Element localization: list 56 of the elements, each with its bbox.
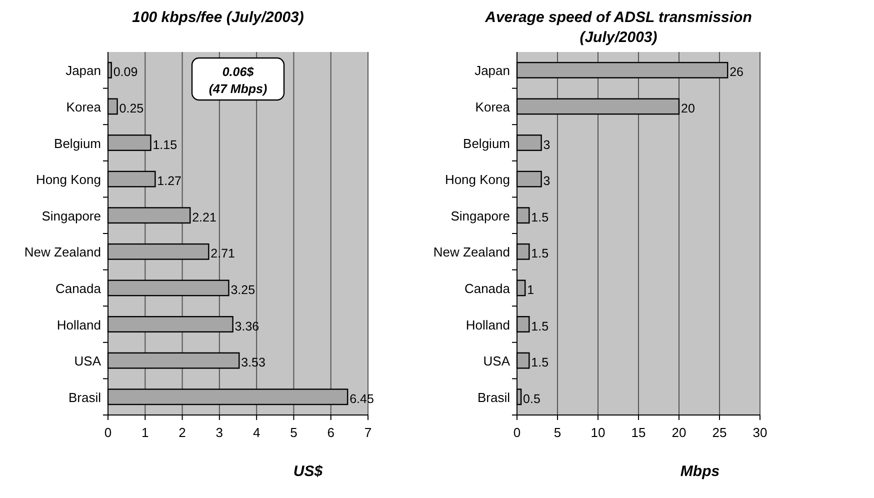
x-tick-label: 1 [142,425,149,440]
data-label: 1.5 [531,210,549,224]
y-tick-label: USA [483,354,510,369]
chart-title: 100 kbps/fee (July/2003) [132,9,304,26]
x-tick-label: 15 [631,425,646,440]
x-tick-label: 25 [712,425,727,440]
y-tick-label: Japan [66,63,101,78]
y-tick-label: Hong Kong [444,172,510,188]
x-tick-label: 0 [513,425,521,440]
y-tick-label: Belgium [463,136,510,151]
data-label: 1.5 [531,246,549,261]
x-tick-label: 5 [290,425,298,440]
y-tick-label: Korea [475,99,511,114]
x-axis-title: US$ [293,463,324,480]
y-tick-label: New Zealand [24,244,101,260]
data-label: 3.25 [230,282,256,297]
data-label: 26 [730,65,744,80]
y-tick-label: Canada [55,280,102,296]
data-label: 2.21 [192,210,216,224]
data-label: 20 [681,101,695,116]
x-tick-label: 10 [590,425,606,440]
y-tick-label: Brasil [477,390,510,405]
chart-title: Average speed of ADSL transmission (July/2003) [484,9,752,46]
y-tick-label: Brasil [68,390,102,405]
y-tick-label: Hong Kong [36,172,101,188]
x-tick-label: 20 [672,425,686,440]
x-tick-label: 5 [554,425,562,440]
x-tick-label: 30 [752,425,768,440]
x-tick-label: 4 [252,425,260,440]
x-axis-title: Mbps [680,463,720,480]
y-tick-label: Singapore [42,208,101,224]
y-tick-label: Japan [474,63,510,78]
x-tick-label: 7 [364,425,372,440]
y-tick-label: Holland [466,317,510,332]
data-label: 0.25 [119,101,144,116]
y-tick-label: Korea [66,99,102,114]
annotation: 0.06$ (47 Mbps) [208,65,268,96]
y-tick-label: Singapore [450,208,510,224]
y-tick-label: Holland [56,317,101,332]
y-tick-label: USA [74,354,102,369]
data-label: 3 [543,174,550,188]
x-tick-label: 3 [216,425,224,440]
x-tick-label: 0 [104,425,112,440]
data-label: 0.09 [113,65,138,80]
y-tick-label: Canada [464,280,511,296]
y-tick-label: New Zealand [433,244,510,260]
data-label: 3 [543,138,550,152]
data-label: 1 [527,282,534,297]
data-label: 1.5 [531,356,549,370]
x-tick-label: 2 [178,425,186,440]
data-label: 1.15 [152,138,178,152]
data-label: 1.5 [531,319,549,334]
data-label: 0.5 [523,392,540,406]
x-tick-label: 6 [327,425,334,440]
y-tick-label: Belgium [54,136,101,151]
data-label: 1.27 [157,174,182,188]
